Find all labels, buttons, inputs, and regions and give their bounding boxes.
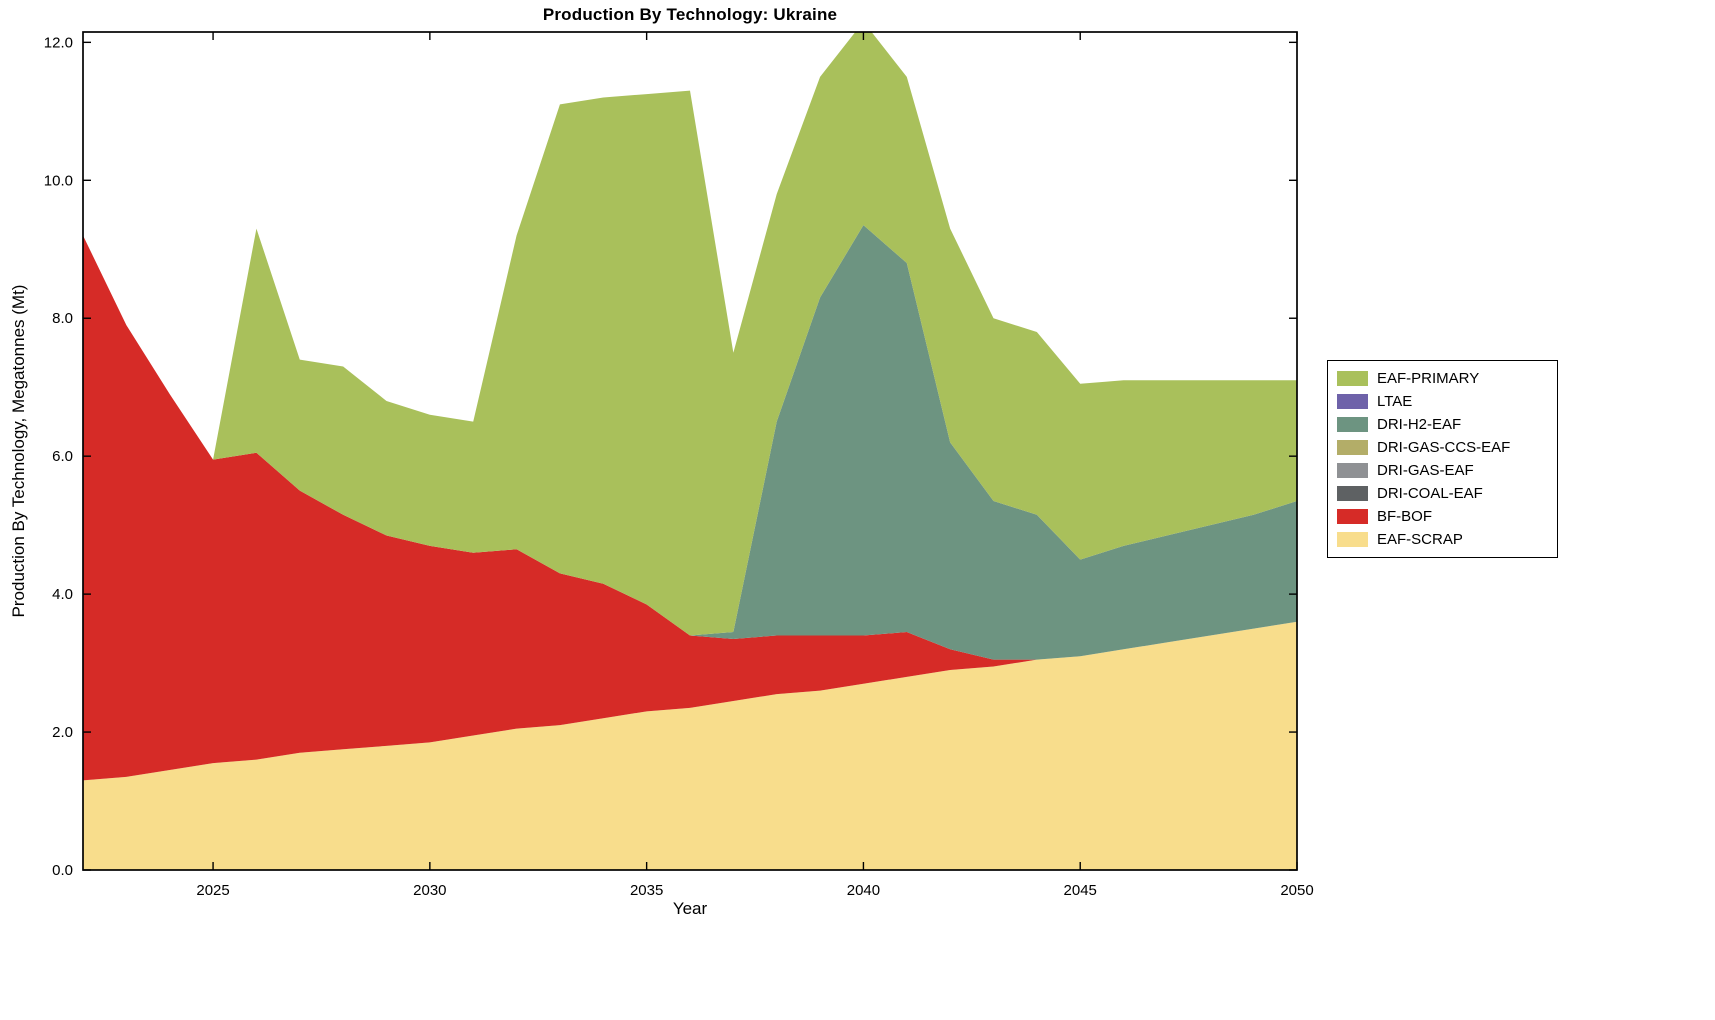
y-tick-label: 8.0	[52, 310, 73, 327]
x-tick-label: 2025	[196, 882, 229, 899]
legend-item-ltae: LTAE	[1337, 391, 1548, 412]
area-dri-h2-eaf	[83, 225, 1297, 660]
legend: EAF-PRIMARY LTAE DRI-H2-EAF DRI-GAS-CCS-EAF…	[1327, 360, 1558, 558]
legend-item-eaf-scrap: EAF-SCRAP	[1337, 529, 1548, 550]
y-tick-label: 2.0	[52, 724, 73, 741]
legend-item-dri-gas-ccs-eaf: DRI-GAS-CCS-EAF	[1337, 437, 1548, 458]
legend-swatch-dri-h2-eaf	[1337, 417, 1368, 432]
x-tick-label: 2035	[630, 882, 663, 899]
legend-swatch-bf-bof	[1337, 509, 1368, 524]
y-axis-label: Production By Technology, Megatonnes (Mt…	[9, 284, 28, 618]
legend-item-eaf-primary: EAF-PRIMARY	[1337, 368, 1548, 389]
area-bf-bof	[83, 235, 1297, 781]
y-tick-label: 4.0	[52, 586, 73, 603]
legend-label: BF-BOF	[1377, 508, 1432, 525]
legend-label: DRI-GAS-CCS-EAF	[1377, 439, 1511, 456]
y-tick-label: 12.0	[44, 34, 73, 51]
legend-swatch-ltae	[1337, 394, 1368, 409]
legend-swatch-dri-coal-eaf	[1337, 486, 1368, 501]
legend-label: DRI-GAS-EAF	[1377, 462, 1474, 479]
legend-label: DRI-COAL-EAF	[1377, 485, 1483, 502]
legend-swatch-eaf-scrap	[1337, 532, 1368, 547]
legend-swatch-dri-gas-ccs-eaf	[1337, 440, 1368, 455]
x-tick-label: 2045	[1064, 882, 1097, 899]
legend-item-bf-bof: BF-BOF	[1337, 506, 1548, 527]
x-axis-label: Year	[672, 899, 708, 918]
y-tick-label: 6.0	[52, 448, 73, 465]
x-tick-label: 2040	[847, 882, 880, 899]
legend-item-dri-coal-eaf: DRI-COAL-EAF	[1337, 483, 1548, 504]
plot-frame	[82, 31, 1298, 871]
y-tick-label: 0.0	[52, 862, 73, 879]
area-eaf-primary	[83, 32, 1297, 636]
legend-label: DRI-H2-EAF	[1377, 416, 1462, 433]
x-tick-label: 2030	[413, 882, 446, 899]
x-tick-label: 2050	[1280, 882, 1313, 899]
area-eaf-scrap	[83, 621, 1297, 870]
legend-swatch-eaf-primary	[1337, 371, 1368, 386]
legend-label: EAF-PRIMARY	[1377, 370, 1480, 387]
legend-swatch-dri-gas-eaf	[1337, 463, 1368, 478]
y-tick-label: 10.0	[44, 172, 73, 189]
chart-title: Production By Technology: Ukraine	[542, 5, 838, 24]
legend-label: LTAE	[1377, 393, 1413, 410]
legend-item-dri-h2-eaf: DRI-H2-EAF	[1337, 414, 1548, 435]
legend-label: EAF-SCRAP	[1377, 531, 1463, 548]
legend-item-dri-gas-eaf: DRI-GAS-EAF	[1337, 460, 1548, 481]
